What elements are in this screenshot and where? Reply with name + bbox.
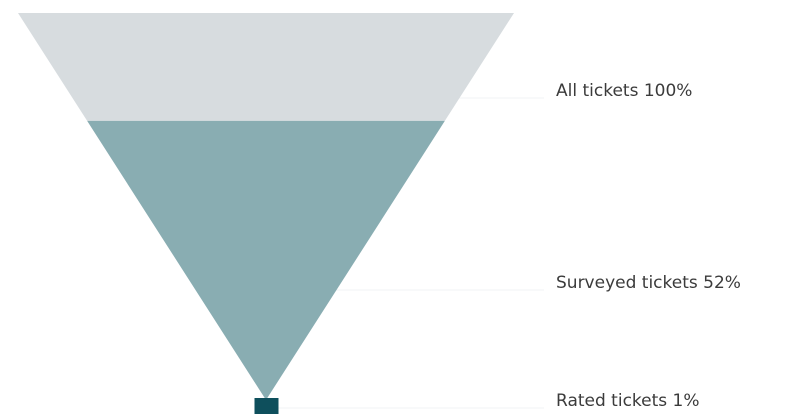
stage-label-all-tickets: All tickets 100%: [556, 81, 692, 101]
stage-label-surveyed-tickets: Surveyed tickets 52%: [556, 273, 741, 293]
stage-label-rated-tickets: Rated tickets 1%: [556, 391, 700, 411]
funnel-stage-all-tickets: [18, 13, 514, 121]
funnel-stage-surveyed-tickets: [87, 120, 445, 400]
stage-layer: [18, 13, 514, 414]
funnel-stage-rated-tickets: [254, 398, 279, 414]
